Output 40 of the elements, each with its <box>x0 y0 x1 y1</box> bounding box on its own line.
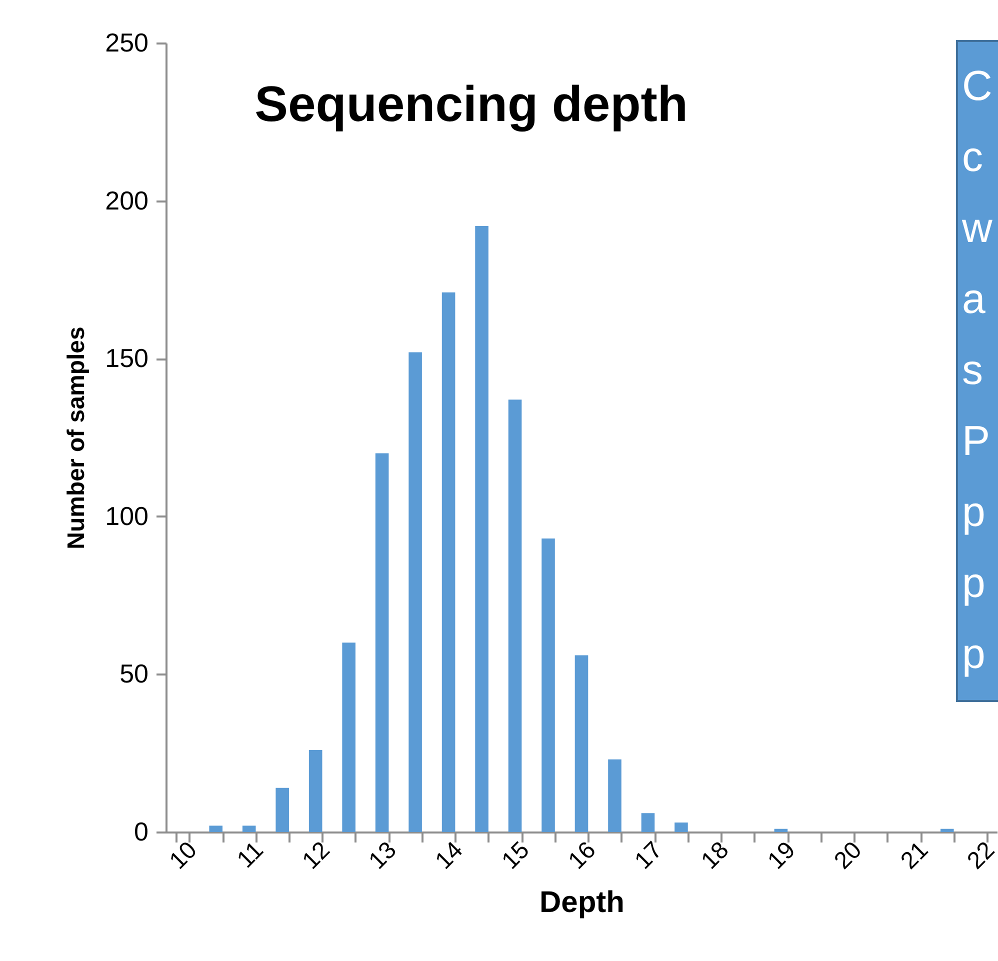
bar <box>674 822 688 832</box>
bar <box>209 826 223 832</box>
x-tick-label: 10 <box>164 836 202 875</box>
y-tick-label: 100 <box>105 500 148 531</box>
bar <box>542 538 555 832</box>
x-tick-label: 18 <box>696 836 734 875</box>
bar <box>276 788 289 832</box>
x-tick-label: 21 <box>896 836 934 875</box>
bar <box>940 828 954 832</box>
bar <box>774 828 788 832</box>
bar <box>574 655 588 832</box>
x-tick-label: 15 <box>496 836 535 875</box>
x-tick-label: 16 <box>563 836 602 875</box>
y-tick-label: 0 <box>134 816 148 846</box>
x-tick-label: 11 <box>232 836 269 874</box>
bar <box>508 400 522 832</box>
x-tick-label: 14 <box>430 836 468 875</box>
x-tick-label: 20 <box>829 836 868 875</box>
x-tick-label: 13 <box>364 836 402 875</box>
bar <box>242 826 256 832</box>
y-tick-label: 50 <box>120 658 148 689</box>
text: Sequencing depth <box>254 76 688 132</box>
bar <box>475 226 488 832</box>
bar <box>608 759 622 832</box>
bar <box>442 292 456 832</box>
text: C c w a s P p p p <box>962 62 992 677</box>
x-axis-title: Depth <box>540 886 624 919</box>
x-tick-label: 22 <box>962 836 998 875</box>
bar <box>641 813 655 832</box>
y-tick-label: 200 <box>105 185 148 216</box>
x-tick-label: 17 <box>630 836 668 875</box>
y-tick-label: 250 <box>105 28 148 58</box>
x-tick-label: 19 <box>762 836 801 875</box>
bar <box>308 750 322 832</box>
y-tick-label: 150 <box>105 343 148 374</box>
x-tick-label: 12 <box>297 836 336 875</box>
y-axis-title: Number of samples <box>63 326 90 550</box>
bar <box>375 453 389 832</box>
bar <box>342 642 356 832</box>
bar <box>408 352 422 832</box>
